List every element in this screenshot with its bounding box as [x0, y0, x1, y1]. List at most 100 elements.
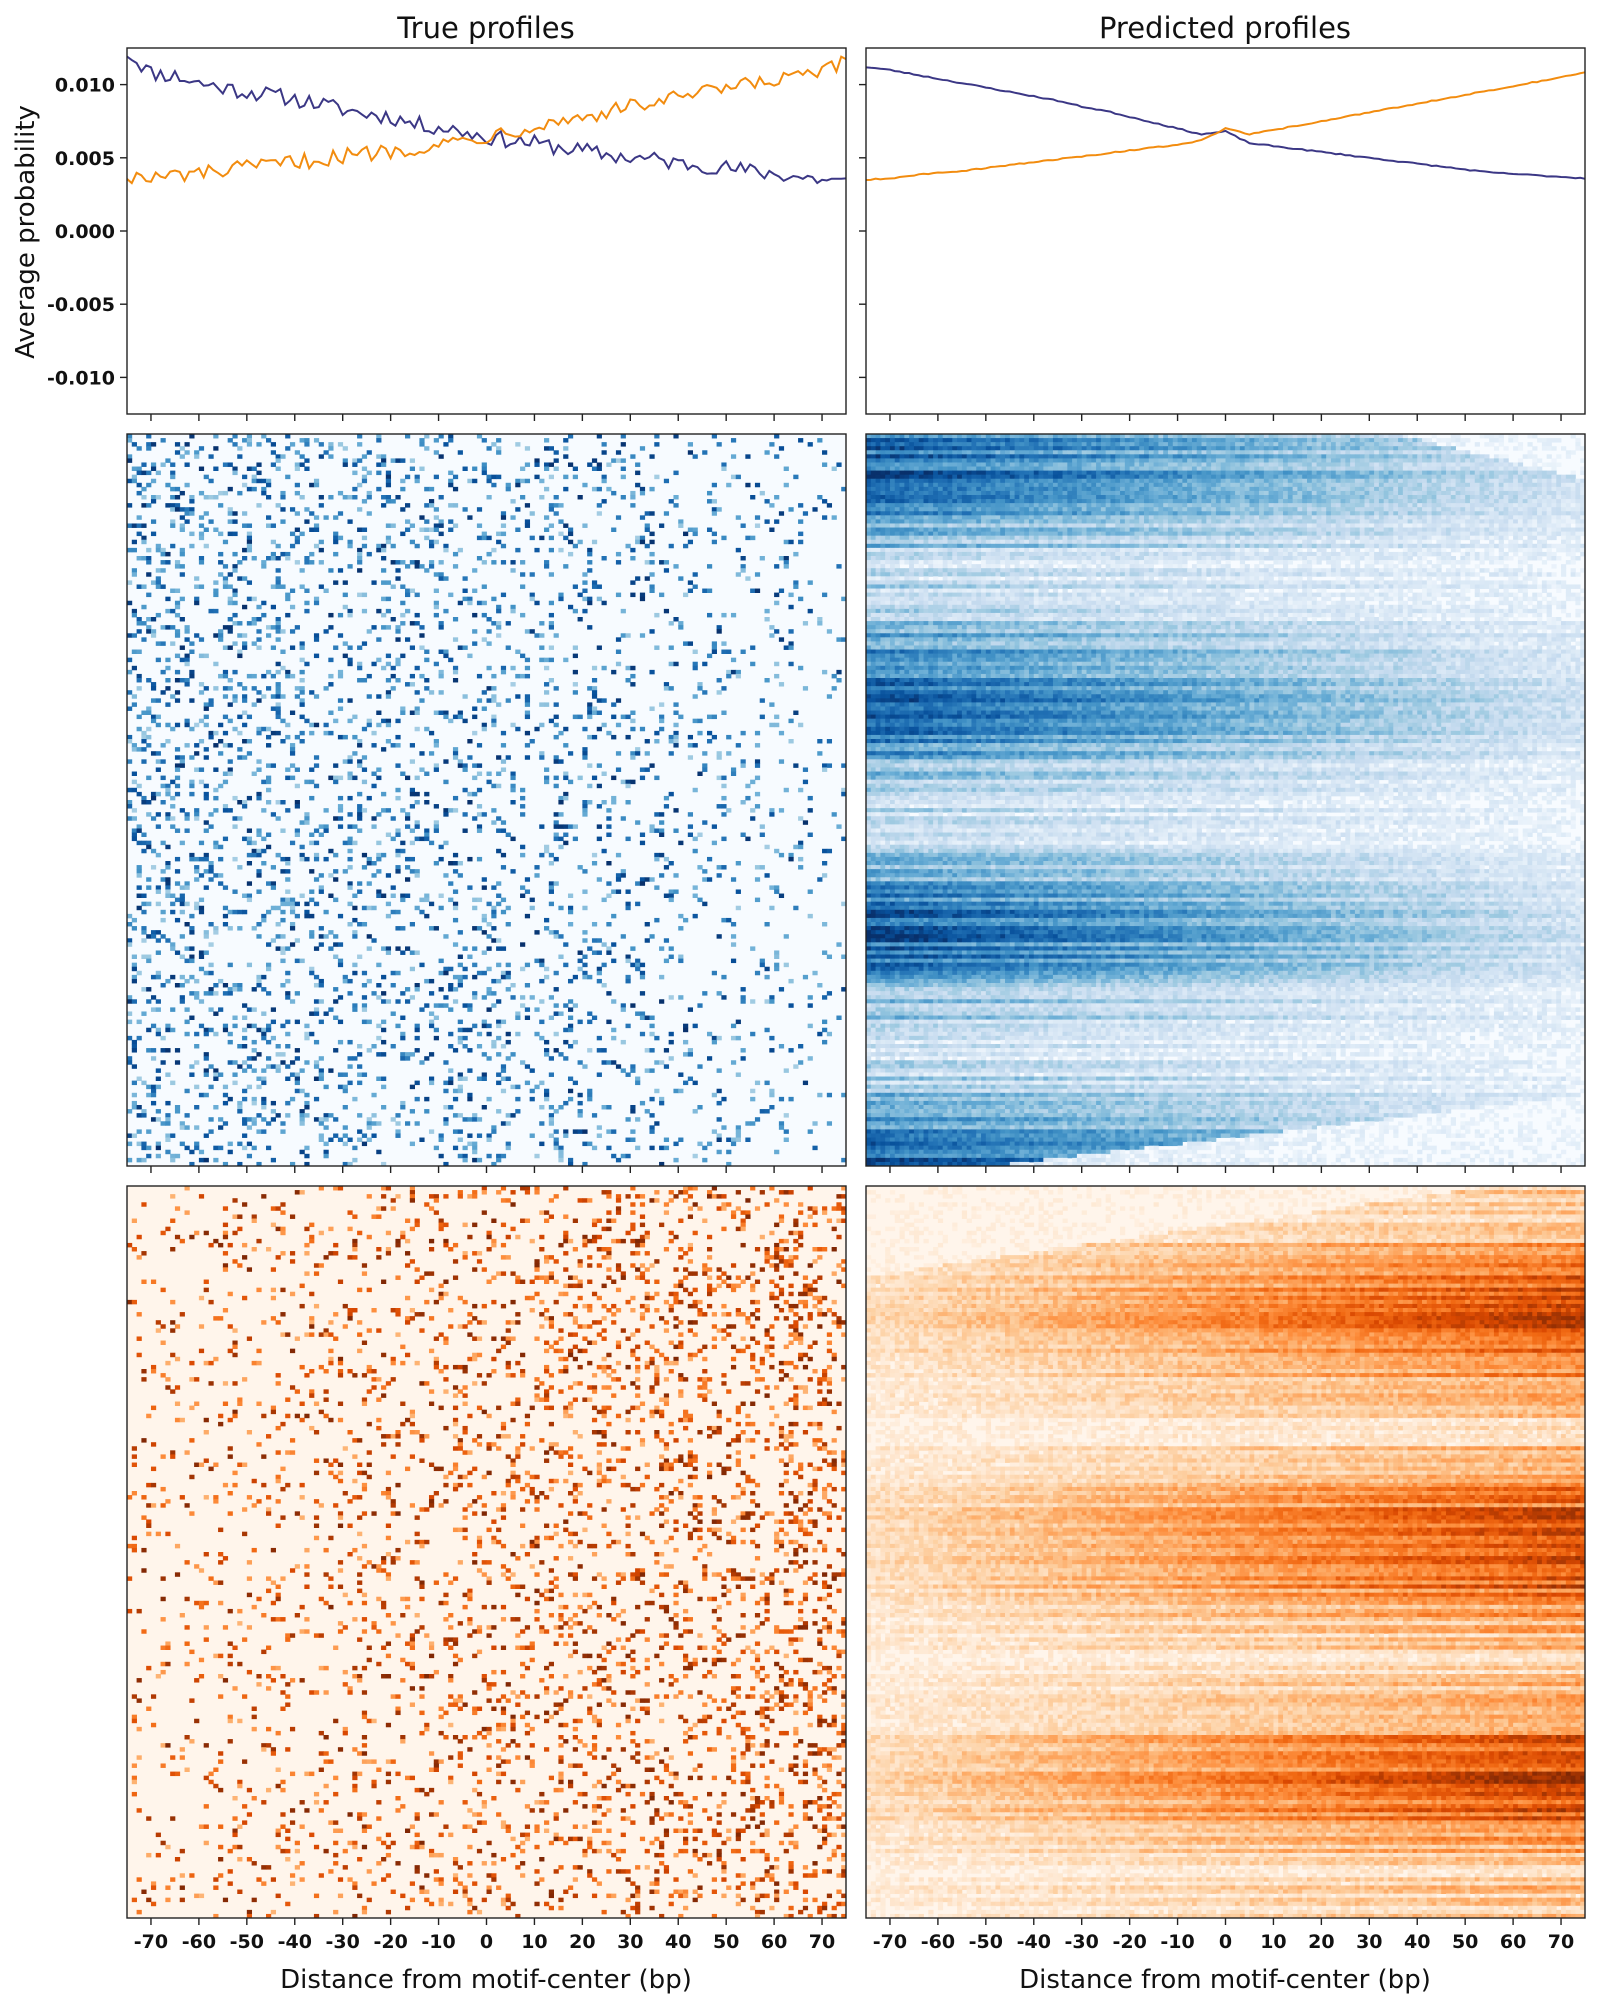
true-blue-cell — [156, 767, 161, 771]
true-blue-cell — [194, 633, 199, 637]
true-blue-cell — [745, 536, 750, 540]
true-blue-cell — [276, 556, 281, 560]
true-blue-cell — [256, 645, 261, 649]
true-blue-cell — [247, 751, 252, 755]
true-blue-cell — [788, 645, 793, 649]
true-blue-cell — [659, 702, 664, 706]
true-blue-cell — [165, 458, 170, 462]
true-blue-cell — [161, 869, 166, 873]
true-blue-cell — [779, 556, 784, 560]
true-blue-cell — [501, 759, 506, 763]
true-blue-cell — [371, 861, 376, 865]
true-blue-cell — [765, 617, 770, 621]
true-blue-cell — [309, 560, 314, 564]
true-blue-cell — [266, 686, 271, 690]
true-blue-cell — [395, 568, 400, 572]
true-blue-cell — [232, 694, 237, 698]
true-blue-cell — [568, 824, 573, 828]
true-blue-cell — [146, 556, 151, 560]
true-blue-cell — [487, 552, 492, 556]
true-blue-cell — [520, 812, 525, 816]
true-blue-cell — [808, 796, 813, 800]
true-blue-cell — [755, 743, 760, 747]
true-blue-cell — [707, 739, 712, 743]
true-blue-cell — [237, 446, 242, 450]
true-blue-cell — [232, 796, 237, 800]
true-blue-cell — [568, 780, 573, 784]
true-blue-cell — [659, 812, 664, 816]
true-blue-cell — [688, 450, 693, 454]
true-blue-cell — [333, 540, 338, 544]
true-blue-cell — [328, 658, 333, 662]
true-blue-cell — [194, 601, 199, 605]
true-blue-cell — [290, 589, 295, 593]
true-blue-cell — [290, 605, 295, 609]
true-blue-cell — [424, 658, 429, 662]
true-blue-cell — [391, 816, 396, 820]
true-blue-cell — [582, 755, 587, 759]
true-blue-cell — [779, 589, 784, 593]
true-blue-cell — [410, 560, 415, 564]
true-blue-cell — [141, 523, 146, 527]
true-blue-cell — [616, 458, 621, 462]
true-blue-cell — [362, 475, 367, 479]
true-blue-cell — [180, 759, 185, 763]
true-blue-cell — [218, 857, 223, 861]
true-blue-cell — [300, 698, 305, 702]
true-blue-cell — [232, 519, 237, 523]
true-blue-cell — [424, 800, 429, 804]
true-blue-cell — [295, 491, 300, 495]
true-blue-cell — [151, 633, 156, 637]
true-blue-cell — [357, 560, 362, 564]
true-blue-cell — [357, 739, 362, 743]
true-blue-cell — [836, 670, 841, 674]
true-blue-cell — [137, 584, 142, 588]
true-blue-cell — [194, 865, 199, 869]
true-blue-cell — [304, 560, 309, 564]
true-blue-cell — [472, 641, 477, 645]
true-blue-cell — [242, 475, 247, 479]
true-blue-cell — [127, 800, 132, 804]
true-blue-cell — [472, 816, 477, 820]
true-blue-cell — [496, 621, 501, 625]
true-blue-cell — [434, 438, 439, 442]
true-blue-cell — [232, 641, 237, 645]
true-blue-cell — [439, 650, 444, 654]
true-blue-cell — [232, 816, 237, 820]
true-blue-cell — [563, 475, 568, 479]
true-blue-cell — [616, 662, 621, 666]
true-blue-cell — [391, 686, 396, 690]
true-blue-cell — [616, 853, 621, 857]
true-blue-cell — [151, 698, 156, 702]
true-blue-cell — [621, 458, 626, 462]
true-blue-cell — [534, 548, 539, 552]
true-blue-cell — [247, 540, 252, 544]
true-blue-cell — [573, 584, 578, 588]
true-blue-cell — [597, 784, 602, 788]
true-profile-ytick-label-0: 0.010 — [55, 75, 115, 97]
true-blue-cell — [324, 450, 329, 454]
true-blue-cell — [228, 597, 233, 601]
true-blue-cell — [549, 475, 554, 479]
true-blue-cell — [395, 678, 400, 682]
true-blue-cell — [290, 747, 295, 751]
true-blue-cell — [410, 804, 415, 808]
true-blue-cell — [189, 857, 194, 861]
true-blue-cell — [343, 593, 348, 597]
true-blue-cell — [367, 471, 372, 475]
true-blue-cell — [180, 763, 185, 767]
true-blue-cell — [501, 820, 506, 824]
true-blue-cell — [328, 625, 333, 629]
true-blue-cell — [587, 625, 592, 629]
true-blue-cell — [352, 776, 357, 780]
true-blue-cell — [544, 462, 549, 466]
true-blue-cell — [252, 702, 257, 706]
true-blue-cell — [774, 454, 779, 458]
true-blue-cell — [501, 731, 506, 735]
true-blue-cell — [664, 804, 669, 808]
true-blue-cell — [649, 572, 654, 576]
true-blue-cell — [434, 450, 439, 454]
true-blue-cell — [443, 715, 448, 719]
true-blue-cell — [477, 523, 482, 527]
true-blue-cell — [549, 548, 554, 552]
